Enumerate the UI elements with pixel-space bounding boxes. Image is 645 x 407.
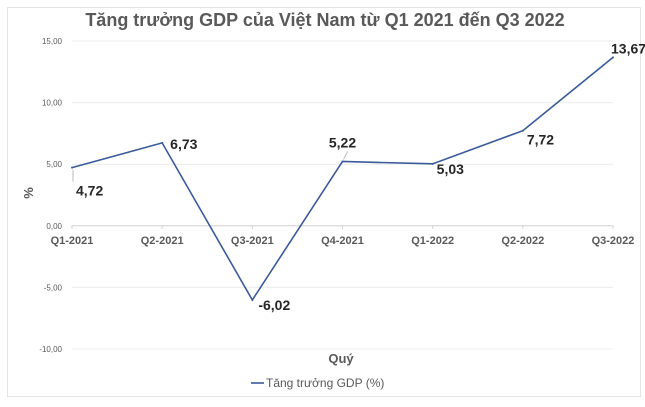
data-point [71,166,73,169]
x-tick-label: Q3-2022 [592,235,635,247]
y-tick-label: 10,00 [42,99,63,108]
chart-title: Tăng trưởng GDP của Việt Nam từ Q1 2021 … [85,10,564,30]
x-tick-label: Q2-2021 [141,235,184,247]
x-tick-label: Q1-2021 [51,235,94,247]
data-point [341,160,344,163]
y-tick-label: 15,00 [42,37,63,46]
series-line [71,56,614,302]
chart-frame [7,7,641,397]
data-label: -6,02 [258,297,290,313]
y-tick-label: -5,00 [44,283,63,292]
legend-label: Tăng trưởng GDP (%) [266,376,384,390]
y-tick-label: -10,00 [39,345,62,354]
data-label: 7,72 [527,132,554,148]
y-axis-label: % [21,187,36,199]
data-label: 5,03 [437,161,464,177]
leader-line [343,151,348,160]
x-tick-label: Q4-2021 [321,235,364,247]
y-tick-label: 0,00 [46,222,62,231]
data-point [521,129,524,132]
data-point [612,56,614,59]
data-point [161,141,164,144]
y-tick-label: 5,00 [46,160,62,169]
x-tick-label: Q2-2022 [501,235,544,247]
x-tick-label: Q3-2021 [231,235,274,247]
data-label: 13,67 [611,40,645,56]
data-label: 6,73 [170,136,197,152]
x-axis-label: Quý [328,351,354,366]
data-label: 5,22 [329,134,356,150]
data-label: 4,72 [76,183,103,199]
x-tick-label: Q1-2022 [411,235,454,247]
data-point [431,162,434,165]
data-point [251,298,254,301]
